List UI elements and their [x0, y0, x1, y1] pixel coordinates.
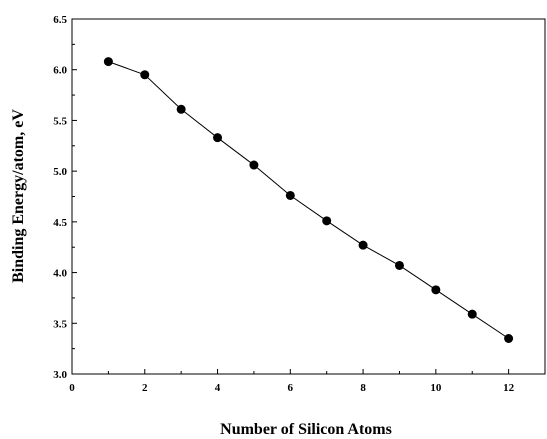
data-point	[285, 190, 295, 200]
y-tick-label: 5.0	[53, 166, 67, 178]
data-point	[504, 334, 514, 343]
x-tick-label: 4	[215, 382, 221, 394]
x-axis-title: Number of Silicon Atoms	[220, 421, 392, 438]
series-line	[108, 61, 509, 339]
data-point	[103, 57, 113, 67]
y-tick-label: 5.5	[53, 115, 67, 127]
data-point	[213, 133, 223, 143]
data-point	[431, 285, 441, 295]
y-axis-title: Binding Energy/atom, eV	[10, 109, 27, 283]
x-tick-label: 6	[288, 382, 294, 394]
data-point	[358, 240, 368, 250]
y-tick-label: 3.5	[53, 318, 67, 330]
data-point	[140, 70, 150, 80]
y-axis-ticks: 3.0 3.5 4.0 4.5 5.0 5.5 6.0 6.5	[53, 14, 77, 381]
x-tick-label: 12	[503, 382, 515, 394]
x-axis-ticks: 0 2 4 6 8 10 12	[69, 369, 546, 394]
y-tick-label: 4.5	[53, 217, 67, 229]
x-tick-label: 2	[142, 382, 148, 394]
series-layer	[103, 57, 514, 343]
x-tick-label: 10	[430, 382, 442, 394]
x-tick-label: 8	[360, 382, 366, 394]
data-point	[249, 160, 259, 170]
data-point	[322, 216, 332, 226]
y-tick-label: 6.5	[53, 14, 67, 26]
data-point	[467, 309, 477, 319]
y-tick-label: 3.0	[53, 369, 67, 381]
y-tick-label: 4.0	[53, 268, 67, 280]
data-point	[394, 260, 404, 270]
data-point	[176, 104, 186, 114]
x-tick-label: 0	[69, 382, 75, 394]
y-tick-label: 6.0	[53, 65, 67, 77]
